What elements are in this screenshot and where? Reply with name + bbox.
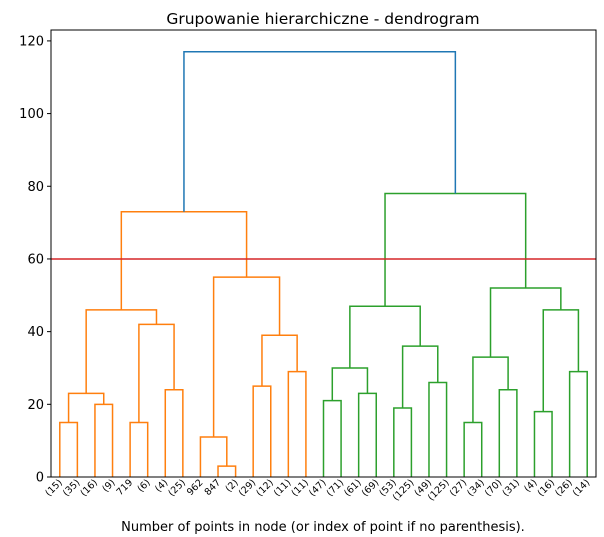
dendrogram-link bbox=[428, 381, 448, 477]
leaf-label: 847 bbox=[203, 477, 224, 498]
leaf-label: (14) bbox=[571, 477, 593, 499]
leaf-label: (61) bbox=[342, 477, 364, 499]
leaf-label: (27) bbox=[448, 477, 470, 499]
leaf-label: (34) bbox=[465, 477, 487, 499]
leaf-label: 962 bbox=[185, 477, 206, 498]
leaf-label: (47) bbox=[307, 477, 329, 499]
dendrogram-link bbox=[489, 287, 562, 358]
x-axis-label: Number of points in node (or index of po… bbox=[121, 520, 525, 535]
dendrogram-link bbox=[199, 436, 228, 477]
dendrogram-link bbox=[322, 399, 342, 477]
leaf-label: (16) bbox=[536, 477, 558, 499]
dendrogram-link bbox=[164, 389, 184, 477]
dendrogram-link bbox=[287, 370, 307, 477]
leaf-label: 719 bbox=[115, 477, 136, 498]
dendrogram-link bbox=[568, 370, 588, 477]
dendrogram-link bbox=[129, 421, 149, 477]
dendrogram-link bbox=[542, 309, 580, 412]
y-tick-label: 100 bbox=[19, 107, 44, 122]
dendrogram-link bbox=[94, 403, 114, 477]
leaf-label: (15) bbox=[43, 477, 65, 499]
leaf-label: (71) bbox=[325, 477, 347, 499]
leaf-label: (16) bbox=[78, 477, 100, 499]
dendrogram-link bbox=[463, 421, 483, 477]
leaf-label: (31) bbox=[500, 477, 522, 499]
leaf-label: (11) bbox=[272, 477, 294, 499]
leaf-label: (12) bbox=[254, 477, 276, 499]
dendrogram-link bbox=[67, 392, 105, 423]
dendrogram-link bbox=[331, 367, 369, 401]
leaf-label: (69) bbox=[360, 477, 382, 499]
leaf-label: (35) bbox=[61, 477, 83, 499]
y-tick-label: 80 bbox=[27, 180, 44, 195]
plot-frame bbox=[50, 29, 597, 478]
dendrogram-link bbox=[349, 305, 421, 368]
dendrogram-link bbox=[212, 276, 281, 438]
y-tick-label: 20 bbox=[27, 398, 44, 413]
dendrogram-link bbox=[85, 309, 158, 394]
dendrogram-link bbox=[217, 465, 237, 477]
dendrogram-link bbox=[393, 407, 413, 477]
y-tick-label: 40 bbox=[27, 325, 44, 340]
chart-title: Grupowanie hierarchiczne - dendrogram bbox=[166, 10, 479, 28]
dendrogram-link bbox=[59, 421, 79, 477]
dendrogram-link bbox=[261, 334, 298, 387]
leaf-label: (26) bbox=[553, 477, 575, 499]
dendrogram-link bbox=[498, 389, 518, 477]
dendrogram-link bbox=[252, 385, 272, 477]
leaf-label: (9) bbox=[100, 477, 117, 494]
dendrogram-link bbox=[120, 210, 248, 310]
leaf-label: (25) bbox=[166, 477, 188, 499]
y-axis: 0 20 40 60 80 100 120 bbox=[19, 34, 51, 486]
y-tick-label: 0 bbox=[36, 471, 44, 486]
dendrogram-links bbox=[59, 51, 588, 477]
dendrogram-link bbox=[401, 345, 439, 408]
leaf-label: (6) bbox=[136, 477, 153, 494]
dendrogram-link bbox=[183, 51, 457, 212]
dendrogram-link bbox=[533, 410, 553, 477]
leaf-label: (11) bbox=[289, 477, 311, 499]
leaf-label: (29) bbox=[237, 477, 259, 499]
y-tick-label: 120 bbox=[19, 34, 44, 49]
leaf-label: (70) bbox=[483, 477, 505, 499]
dendrogram-link bbox=[357, 392, 377, 477]
y-tick-label: 60 bbox=[27, 252, 44, 267]
dendrogram-link bbox=[138, 323, 175, 423]
dendrogram-link bbox=[384, 192, 527, 307]
